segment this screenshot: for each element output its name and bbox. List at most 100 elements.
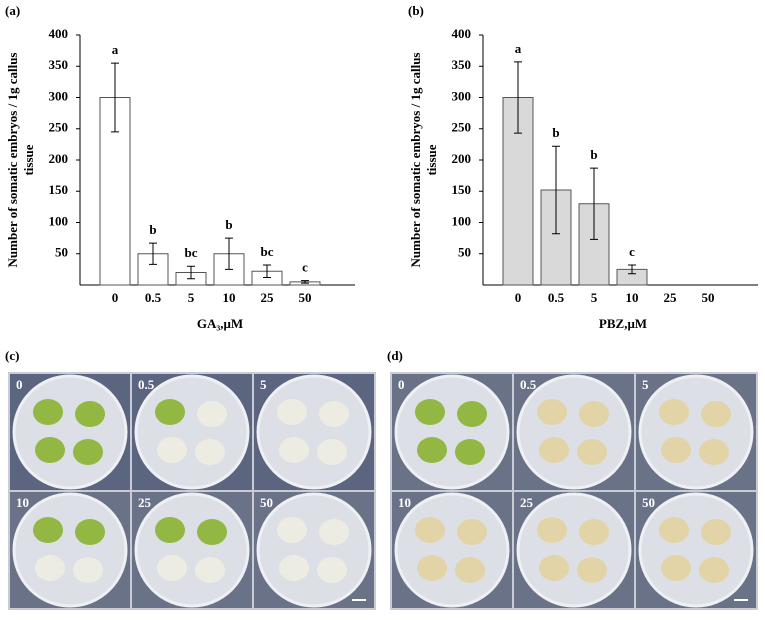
x-axis-label: GA₃,μM bbox=[197, 316, 243, 331]
y-tick-label: 400 bbox=[452, 26, 472, 41]
x-tick-label: 5 bbox=[591, 290, 598, 305]
callus bbox=[701, 401, 731, 427]
tile-label: 5 bbox=[260, 377, 267, 392]
error-bar bbox=[628, 264, 636, 275]
tile-label: 50 bbox=[260, 495, 273, 510]
callus bbox=[195, 557, 225, 583]
error-bar bbox=[111, 62, 119, 133]
x-tick-label: 0 bbox=[515, 290, 522, 305]
x-tick-label: 25 bbox=[664, 290, 678, 305]
error-bar bbox=[552, 145, 560, 235]
callus bbox=[157, 555, 187, 581]
significance-letter: a bbox=[515, 41, 522, 56]
x-tick-label: 0.5 bbox=[548, 290, 565, 305]
error-bar bbox=[590, 167, 598, 240]
tile-label: 0.5 bbox=[520, 377, 537, 392]
y-axis-label: Number of somatic embryos / 1g callus bbox=[408, 53, 423, 268]
callus bbox=[279, 437, 309, 463]
y-tick-label: 50 bbox=[55, 245, 68, 260]
callus bbox=[455, 557, 485, 583]
significance-letter: c bbox=[302, 260, 308, 275]
error-bar bbox=[301, 280, 309, 284]
y-tick-label: 250 bbox=[49, 120, 69, 135]
callus bbox=[157, 437, 187, 463]
tile-label: 0 bbox=[16, 377, 23, 392]
callus bbox=[415, 399, 445, 425]
callus bbox=[73, 439, 103, 465]
tile-label: 0.5 bbox=[138, 377, 155, 392]
callus bbox=[277, 399, 307, 425]
petri-dish bbox=[516, 374, 632, 490]
petri-dish bbox=[516, 492, 632, 608]
callus bbox=[537, 517, 567, 543]
y-tick-label: 300 bbox=[49, 88, 69, 103]
callus bbox=[317, 557, 347, 583]
callus bbox=[279, 555, 309, 581]
significance-letter: b bbox=[225, 217, 232, 232]
callus bbox=[539, 437, 569, 463]
callus bbox=[75, 519, 105, 545]
callus bbox=[701, 519, 731, 545]
y-tick-label: 200 bbox=[49, 151, 69, 166]
y-axis-label: Number of somatic embryos / 1g callus bbox=[5, 53, 20, 268]
y-tick-label: 100 bbox=[452, 213, 472, 228]
panel-label: (a) bbox=[5, 3, 20, 18]
y-tick-label: 50 bbox=[458, 245, 471, 260]
x-tick-label: 10 bbox=[223, 290, 236, 305]
callus bbox=[417, 437, 447, 463]
callus bbox=[73, 557, 103, 583]
petri-dish bbox=[394, 492, 510, 608]
tile-label: 0 bbox=[398, 377, 405, 392]
error-bar bbox=[149, 242, 157, 265]
y-axis-label: tissue bbox=[424, 144, 439, 175]
significance-letter: b bbox=[590, 147, 597, 162]
callus bbox=[33, 517, 63, 543]
x-tick-label: 50 bbox=[702, 290, 715, 305]
error-bar bbox=[225, 237, 233, 270]
tile-label: 10 bbox=[398, 495, 411, 510]
y-tick-label: 250 bbox=[452, 120, 472, 135]
significance-letter: bc bbox=[185, 245, 198, 260]
callus bbox=[155, 399, 185, 425]
error-bar bbox=[187, 265, 195, 280]
callus bbox=[661, 555, 691, 581]
callus bbox=[577, 557, 607, 583]
petri-dish bbox=[638, 492, 754, 608]
bar bbox=[137, 253, 169, 286]
x-tick-label: 5 bbox=[188, 290, 195, 305]
x-tick-label: 10 bbox=[626, 290, 639, 305]
callus bbox=[197, 401, 227, 427]
callus bbox=[457, 401, 487, 427]
callus bbox=[155, 517, 185, 543]
error-bar bbox=[514, 61, 522, 134]
significance-letter: b bbox=[552, 125, 559, 140]
x-axis-label: PBZ,μM bbox=[599, 316, 647, 331]
callus bbox=[699, 557, 729, 583]
x-tick-label: 50 bbox=[299, 290, 312, 305]
callus bbox=[537, 399, 567, 425]
callus bbox=[317, 439, 347, 465]
significance-letter: c bbox=[629, 244, 635, 259]
y-tick-label: 350 bbox=[452, 57, 472, 72]
petri-dish bbox=[134, 374, 250, 490]
tile-label: 5 bbox=[642, 377, 649, 392]
callus bbox=[417, 555, 447, 581]
error-bar bbox=[263, 264, 271, 278]
petri-dish bbox=[394, 374, 510, 490]
y-tick-label: 150 bbox=[49, 182, 69, 197]
callus bbox=[75, 401, 105, 427]
callus bbox=[579, 519, 609, 545]
callus bbox=[539, 555, 569, 581]
x-tick-label: 0 bbox=[112, 290, 119, 305]
petri-dish bbox=[638, 374, 754, 490]
callus bbox=[33, 399, 63, 425]
petri-dish bbox=[12, 492, 128, 608]
panel-label: (c) bbox=[5, 348, 19, 363]
y-tick-label: 100 bbox=[49, 213, 69, 228]
callus bbox=[319, 519, 349, 545]
callus bbox=[35, 437, 65, 463]
tile-label: 25 bbox=[520, 495, 534, 510]
callus bbox=[661, 437, 691, 463]
panel-label: (d) bbox=[387, 348, 403, 363]
